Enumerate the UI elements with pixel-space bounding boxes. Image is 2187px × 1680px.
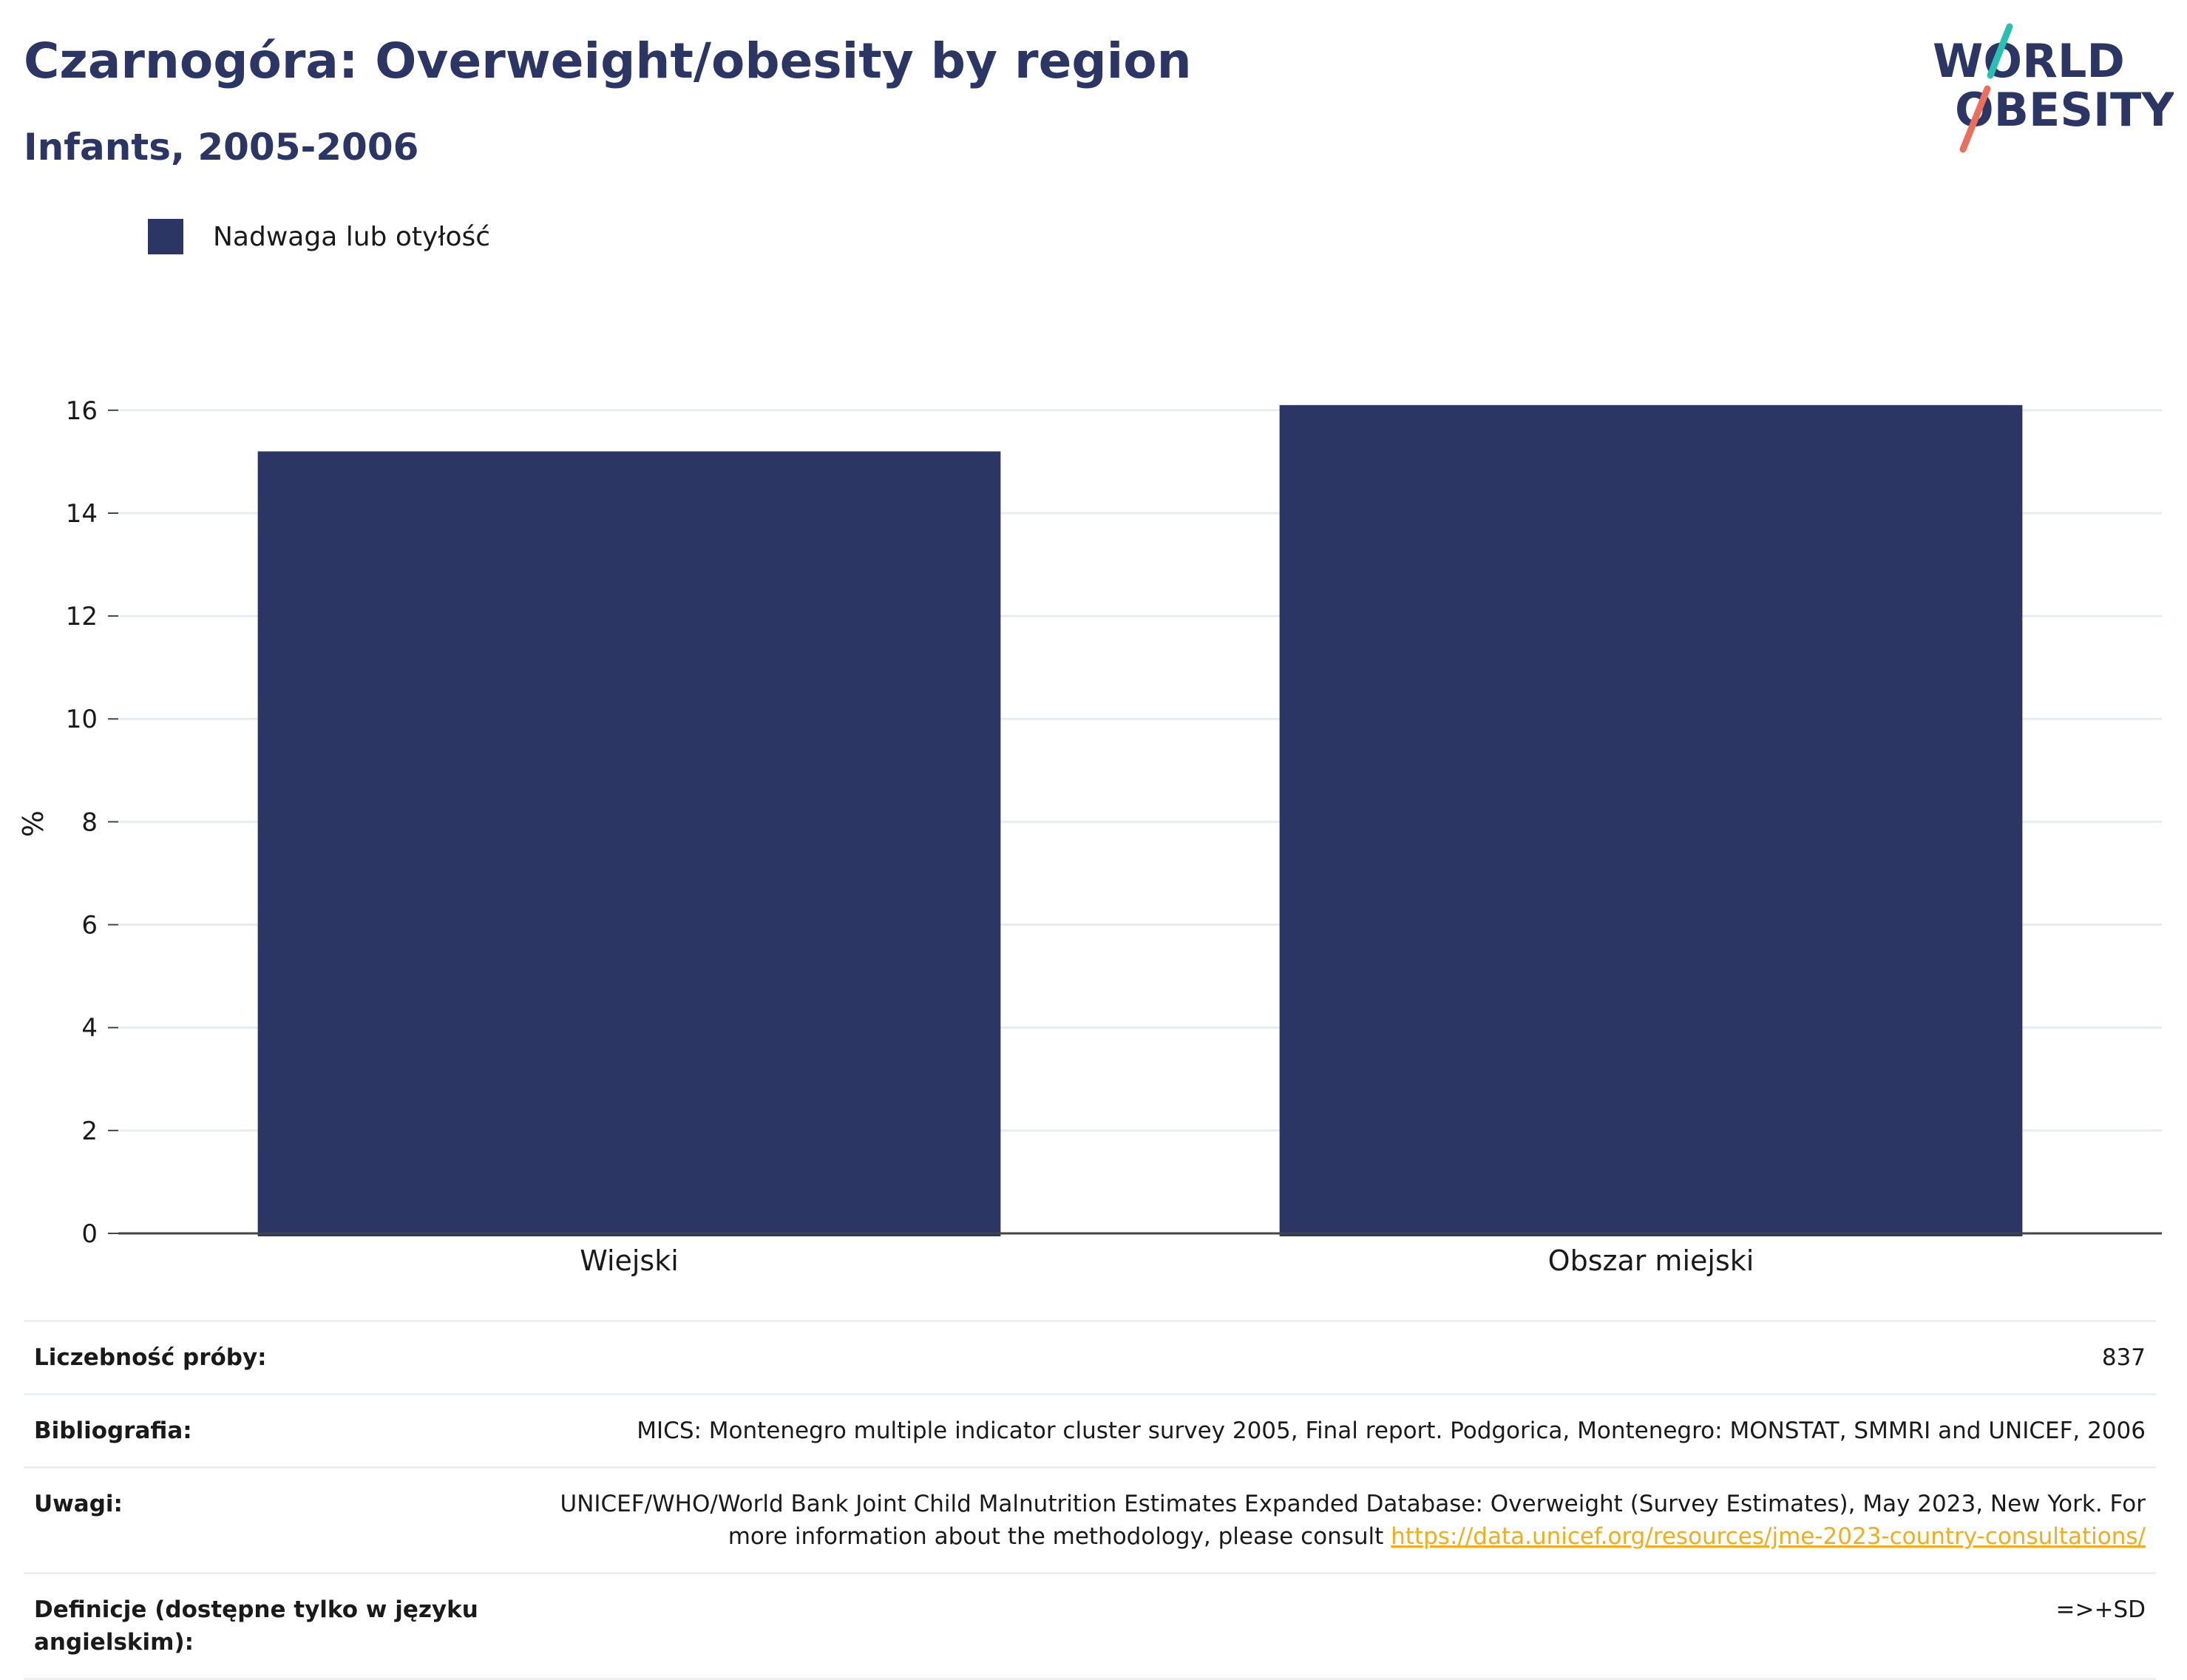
logo-line1: WORLD <box>1933 34 2125 88</box>
info-value: UNICEF/WHO/World Bank Joint Child Malnut… <box>507 1488 2146 1553</box>
legend: Nadwaga lub otyłość <box>148 219 490 254</box>
info-table: Liczebność próby: 837 Bibliografia: MICS… <box>24 1320 2156 1680</box>
info-row-notes: Uwagi: UNICEF/WHO/World Bank Joint Child… <box>24 1466 2156 1572</box>
info-value: MICS: Montenegro multiple indicator clus… <box>637 1418 2146 1444</box>
y-tick-label: 10 <box>66 705 98 734</box>
info-key: Uwagi: <box>34 1491 123 1517</box>
y-tick-label: 4 <box>81 1014 98 1043</box>
info-row-bibliography: Bibliografia: MICS: Montenegro multiple … <box>24 1393 2156 1466</box>
legend-label: Nadwaga lub otyłość <box>213 221 491 252</box>
info-key: Liczebność próby: <box>34 1344 267 1371</box>
y-tick-label: 12 <box>66 602 98 631</box>
y-tick-label: 8 <box>81 807 98 837</box>
world-obesity-logo: WORLD OBESITY <box>1933 23 2174 153</box>
y-tick-label: 14 <box>66 499 98 529</box>
chart-title: Czarnogóra: Overweight/obesity by region <box>24 33 1192 89</box>
chart-subtitle: Infants, 2005-2006 <box>24 126 419 169</box>
bar-obszar-miejski <box>1279 404 2023 1236</box>
bars <box>257 404 2023 1236</box>
y-tick-label: 0 <box>81 1219 98 1249</box>
info-value: 837 <box>2101 1344 2146 1371</box>
info-row-sample-size: Liczebność próby: 837 <box>24 1320 2156 1393</box>
bar-chart: 0 2 4 6 8 10 12 14 16 Wiejski Obszar miejski % <box>17 396 2162 1277</box>
info-row-definitions: Definicje (dostępne tylko w języku angie… <box>24 1572 2156 1680</box>
y-axis-title: % <box>17 810 50 837</box>
info-key: Bibliografia: <box>34 1418 192 1444</box>
methodology-link[interactable]: https://data.unicef.org/resources/jme-20… <box>1391 1523 2146 1550</box>
info-key: Definicje (dostępne tylko w języku angie… <box>34 1596 478 1656</box>
y-tick-labels: 0 2 4 6 8 10 12 14 16 <box>66 396 118 1249</box>
legend-swatch <box>148 219 183 254</box>
notes-text: UNICEF/WHO/World Bank Joint Child Malnut… <box>560 1491 2146 1550</box>
y-tick-label: 6 <box>81 911 98 941</box>
logo-slash-teal <box>1987 23 2013 79</box>
logo-line2: OBESITY <box>1955 83 2174 137</box>
logo-slash-coral <box>1959 85 1991 153</box>
y-tick-label: 16 <box>66 396 98 426</box>
x-tick-labels: Wiejski Obszar miejski <box>580 1244 1754 1277</box>
info-value: =>+SD <box>2055 1596 2146 1623</box>
bar-wiejski <box>257 451 1001 1236</box>
x-tick-label: Wiejski <box>580 1244 679 1277</box>
y-tick-label: 2 <box>81 1117 98 1146</box>
x-tick-label: Obszar miejski <box>1548 1244 1754 1277</box>
